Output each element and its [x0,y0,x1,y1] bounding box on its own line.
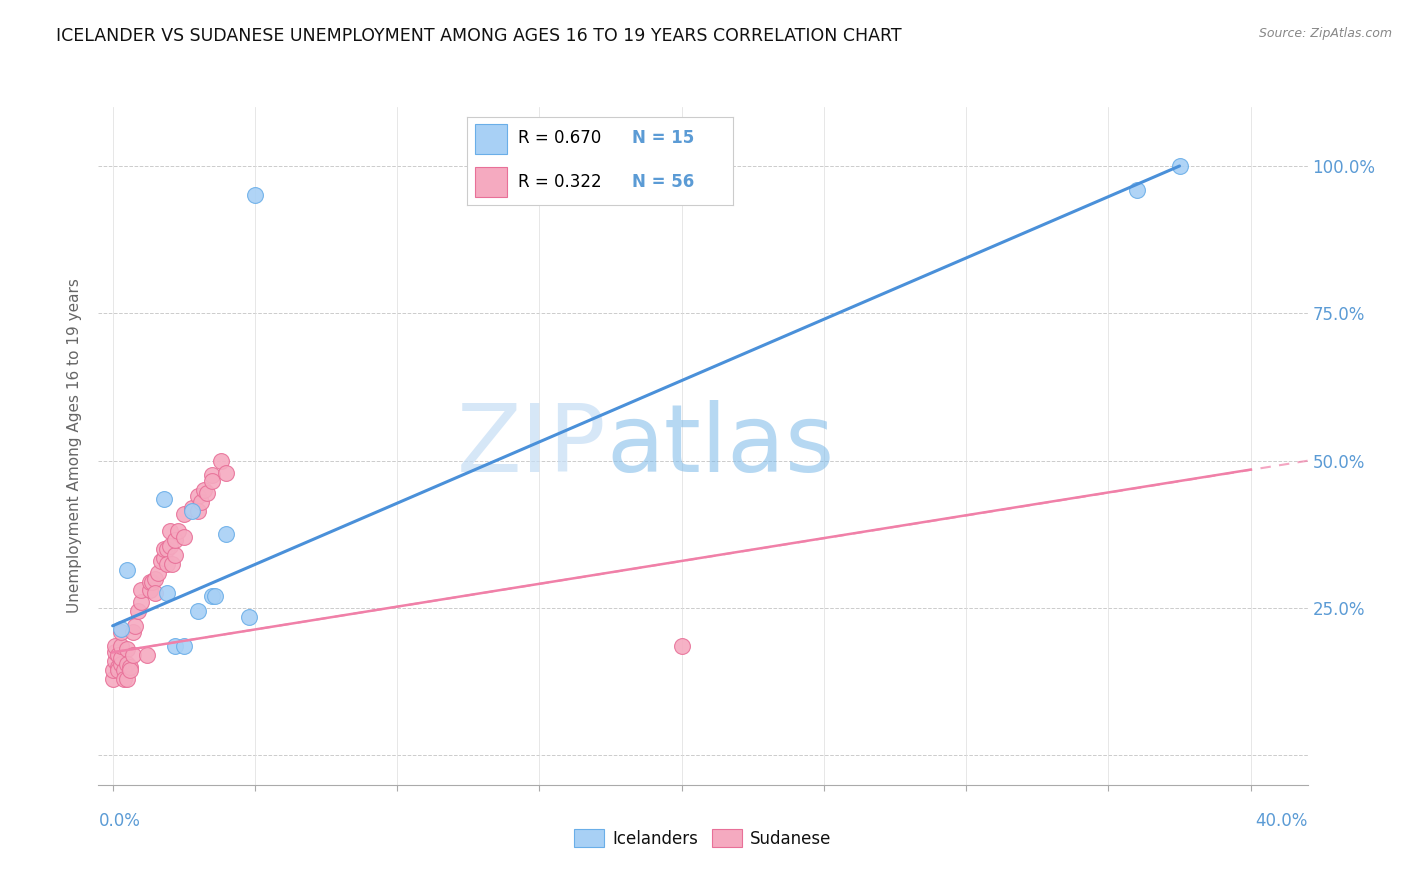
Point [201,590,224,604]
Point [115,642,138,657]
Point [110,657,132,672]
Point [238,610,260,624]
Point [112,663,135,677]
Point [187,604,209,618]
Point [118,660,141,674]
Point [135,648,157,663]
Point [153,551,176,566]
Point [165,640,187,654]
Point [101,663,124,677]
Point [101,672,124,686]
Point [204,590,226,604]
Point [104,645,127,659]
Point [129,595,152,609]
Point [162,557,184,571]
Point [201,468,224,483]
Point [671,640,693,654]
Y-axis label: Unemployment Among Ages 16 to 19 years: Unemployment Among Ages 16 to 19 years [67,278,83,614]
Point [146,566,169,580]
Point [201,475,224,489]
Point [115,672,138,686]
Point [173,507,195,521]
Text: ICELANDER VS SUDANESE UNEMPLOYMENT AMONG AGES 16 TO 19 YEARS CORRELATION CHART: ICELANDER VS SUDANESE UNEMPLOYMENT AMONG… [56,27,901,45]
Point [110,651,132,665]
Point [118,663,141,677]
Point [173,530,195,544]
Point [104,654,127,668]
Point [159,524,181,539]
Legend: Icelanders, Sudanese: Icelanders, Sudanese [568,822,838,855]
Point [138,583,160,598]
Point [150,554,173,568]
Point [127,604,149,618]
Point [181,500,204,515]
Point [143,586,166,600]
Point [243,188,266,202]
Point [156,557,179,571]
Point [129,583,152,598]
Text: 40.0%: 40.0% [1256,812,1308,830]
Point [153,491,176,506]
Point [138,574,160,589]
Point [141,574,163,589]
Point [107,648,129,663]
Point [167,524,190,539]
Point [1126,183,1149,197]
Point [190,495,212,509]
Point [107,663,129,677]
Text: 0.0%: 0.0% [98,812,141,830]
Point [165,548,187,562]
Point [112,672,135,686]
Point [209,454,232,468]
Point [187,504,209,518]
Point [159,539,181,553]
Text: Source: ZipAtlas.com: Source: ZipAtlas.com [1258,27,1392,40]
Point [215,527,238,541]
Text: atlas: atlas [606,400,835,492]
Point [110,624,132,639]
Point [121,648,143,663]
Point [165,533,187,548]
Point [110,622,132,636]
Point [153,542,176,557]
Point [107,660,129,674]
Point [187,489,209,503]
Point [124,619,146,633]
Point [173,640,195,654]
Point [1168,159,1191,173]
Point [156,542,179,557]
Text: ZIP: ZIP [457,400,606,492]
Point [181,504,204,518]
Point [110,640,132,654]
Point [104,640,127,654]
Point [193,483,215,498]
Point [115,563,138,577]
Point [115,657,138,672]
Point [121,624,143,639]
Point [215,466,238,480]
Point [156,586,179,600]
Point [143,572,166,586]
Point [195,486,218,500]
